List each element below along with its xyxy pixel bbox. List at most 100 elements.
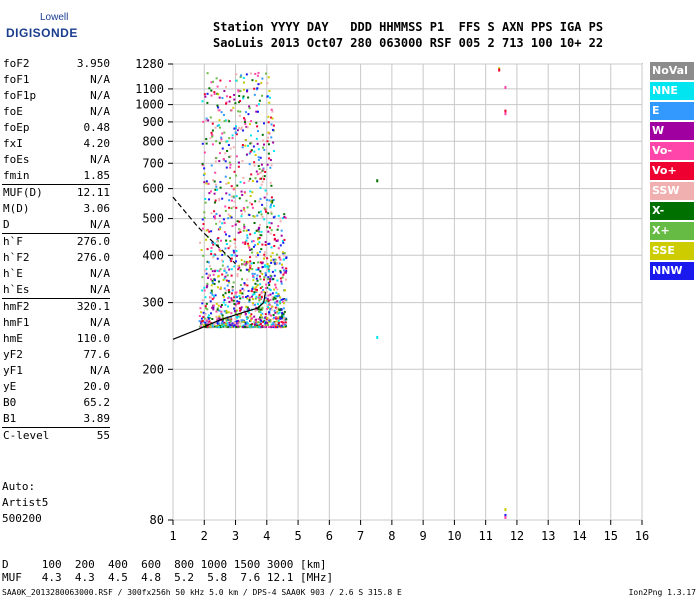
trace-point	[209, 291, 212, 294]
trace-point	[275, 262, 278, 265]
trace-point	[258, 230, 261, 233]
trace-point	[248, 300, 251, 303]
trace-point	[260, 163, 263, 166]
trace-point	[256, 173, 259, 176]
trace-point	[240, 259, 243, 262]
trace-point	[237, 268, 240, 271]
trace-point	[284, 321, 287, 324]
trace-point	[253, 150, 256, 153]
trace-point	[253, 222, 256, 225]
trace-point	[281, 251, 284, 254]
trace-point	[263, 175, 266, 178]
trace-point	[277, 214, 280, 217]
trace-point	[211, 143, 214, 146]
trace-point	[260, 213, 263, 216]
trace-point	[232, 195, 235, 198]
trace-point	[219, 180, 222, 183]
trace-point	[262, 289, 265, 292]
parameter-name: D	[3, 218, 10, 231]
trace-point	[237, 165, 240, 168]
trace-point	[249, 190, 252, 193]
trace-point	[251, 317, 254, 320]
trace-point	[263, 143, 266, 146]
trace-point	[250, 173, 253, 176]
trace-point	[216, 269, 219, 272]
parameter-row: C-level 55	[2, 427, 110, 444]
trace-point	[211, 291, 214, 294]
trace-point	[206, 101, 209, 104]
trace-point	[256, 142, 259, 145]
trace-point	[216, 307, 219, 310]
x-tick-label: 12	[510, 529, 524, 543]
trace-point	[283, 310, 286, 313]
parameter-value: 3.89	[83, 412, 111, 425]
trace-point	[243, 289, 246, 292]
trace-point	[260, 248, 263, 251]
trace-point	[248, 163, 251, 166]
trace-point	[281, 322, 284, 325]
trace-point	[214, 217, 217, 220]
trace-point	[246, 278, 249, 281]
trace-point	[212, 306, 215, 309]
trace-point	[234, 238, 237, 241]
trace-point	[285, 298, 288, 301]
trace-point	[241, 326, 244, 329]
trace-point	[206, 284, 209, 287]
trace-point	[253, 215, 256, 218]
trace-point	[210, 252, 213, 255]
trace-point	[273, 215, 276, 218]
trace-point	[256, 110, 259, 113]
trace-point	[251, 272, 254, 275]
trace-point	[217, 93, 220, 96]
trace-point	[274, 283, 277, 286]
trace-point	[201, 320, 204, 323]
trace-point	[203, 151, 206, 154]
trace-point	[225, 271, 228, 274]
trace-point	[215, 140, 218, 143]
trace-point	[230, 216, 233, 219]
trace-point	[267, 276, 270, 279]
parameter-row: yF2 77.6	[2, 347, 110, 363]
trace-point	[214, 126, 217, 129]
trace-point	[261, 243, 264, 246]
trace-point	[282, 258, 285, 261]
y-tick-label: 600	[142, 182, 164, 196]
trace-point	[212, 80, 215, 83]
trace-point	[212, 296, 215, 299]
isolated-point	[504, 508, 507, 512]
trace-point	[253, 272, 256, 275]
trace-point	[249, 142, 252, 145]
trace-point	[261, 133, 264, 136]
trace-point	[258, 241, 261, 244]
trace-point	[223, 222, 226, 225]
trace-point	[273, 150, 276, 153]
trace-point	[252, 215, 255, 218]
trace-point	[258, 293, 261, 296]
trace-point	[238, 295, 241, 298]
trace-point	[271, 199, 274, 202]
trace-point	[218, 270, 221, 273]
trace-point	[279, 308, 282, 311]
trace-point	[215, 212, 218, 215]
isolated-point	[504, 109, 507, 113]
trace-point	[205, 238, 208, 241]
trace-point	[241, 144, 244, 147]
trace-point	[225, 182, 228, 185]
trace-point	[236, 302, 239, 305]
trace-point	[239, 181, 242, 184]
trace-point	[210, 212, 213, 215]
trace-point	[268, 199, 271, 202]
trace-point	[223, 267, 226, 270]
electron-density-profile	[172, 291, 267, 340]
trace-point	[218, 317, 221, 320]
trace-point	[222, 113, 225, 116]
trace-point	[264, 189, 267, 192]
trace-point	[252, 245, 255, 248]
trace-point	[241, 159, 244, 162]
trace-point	[258, 324, 261, 327]
trace-point	[255, 285, 258, 288]
trace-point	[255, 322, 258, 325]
trace-point	[275, 324, 278, 327]
trace-point	[230, 207, 233, 210]
